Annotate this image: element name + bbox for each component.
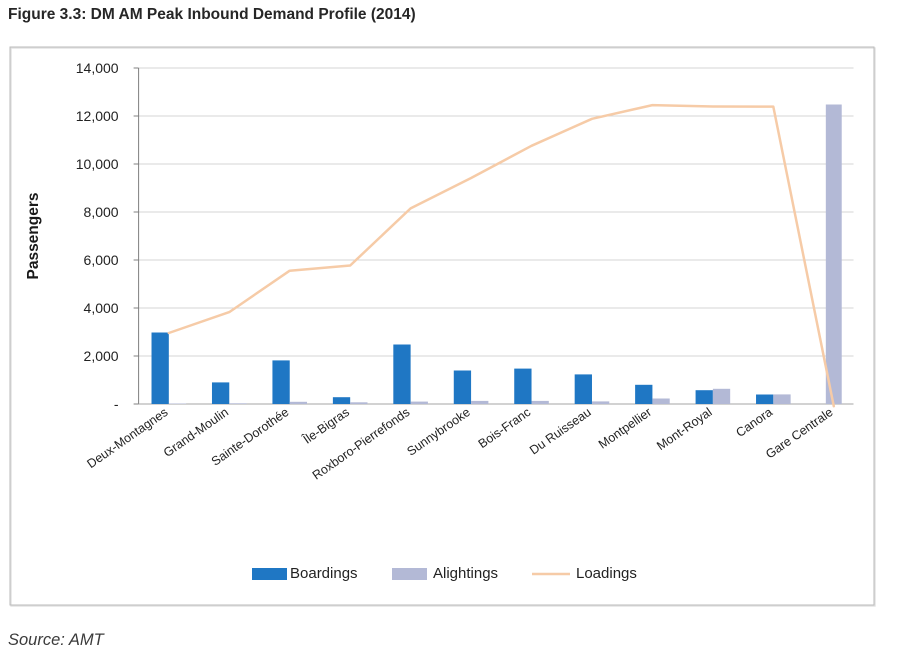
svg-text:Loadings: Loadings <box>576 565 637 582</box>
svg-text:10,000: 10,000 <box>76 156 119 172</box>
svg-text:Canora: Canora <box>733 405 775 440</box>
svg-text:Gare Centrale: Gare Centrale <box>763 405 835 462</box>
svg-text:2,000: 2,000 <box>84 348 119 364</box>
svg-text:Sunnybrooke: Sunnybrooke <box>404 405 472 459</box>
svg-text:4,000: 4,000 <box>84 300 119 316</box>
svg-text:-: - <box>114 396 119 412</box>
svg-text:Île-Bigras: Île-Bigras <box>299 404 352 447</box>
svg-text:Passengers: Passengers <box>25 192 42 279</box>
svg-text:Mont-Royal: Mont-Royal <box>654 405 714 453</box>
svg-text:12,000: 12,000 <box>76 108 119 124</box>
svg-text:Montpellier: Montpellier <box>596 405 654 452</box>
svg-text:Boardings: Boardings <box>290 565 358 582</box>
svg-text:Bois-Franc: Bois-Franc <box>476 405 534 451</box>
svg-text:Deux-Montagnes: Deux-Montagnes <box>85 405 171 471</box>
svg-text:Alightings: Alightings <box>433 565 498 582</box>
svg-text:14,000: 14,000 <box>76 60 119 76</box>
svg-text:Roxboro-Pierrefonds: Roxboro-Pierrefonds <box>310 405 413 483</box>
svg-text:8,000: 8,000 <box>84 204 119 220</box>
svg-text:Du Ruisseau: Du Ruisseau <box>527 405 594 458</box>
svg-text:6,000: 6,000 <box>84 252 119 268</box>
